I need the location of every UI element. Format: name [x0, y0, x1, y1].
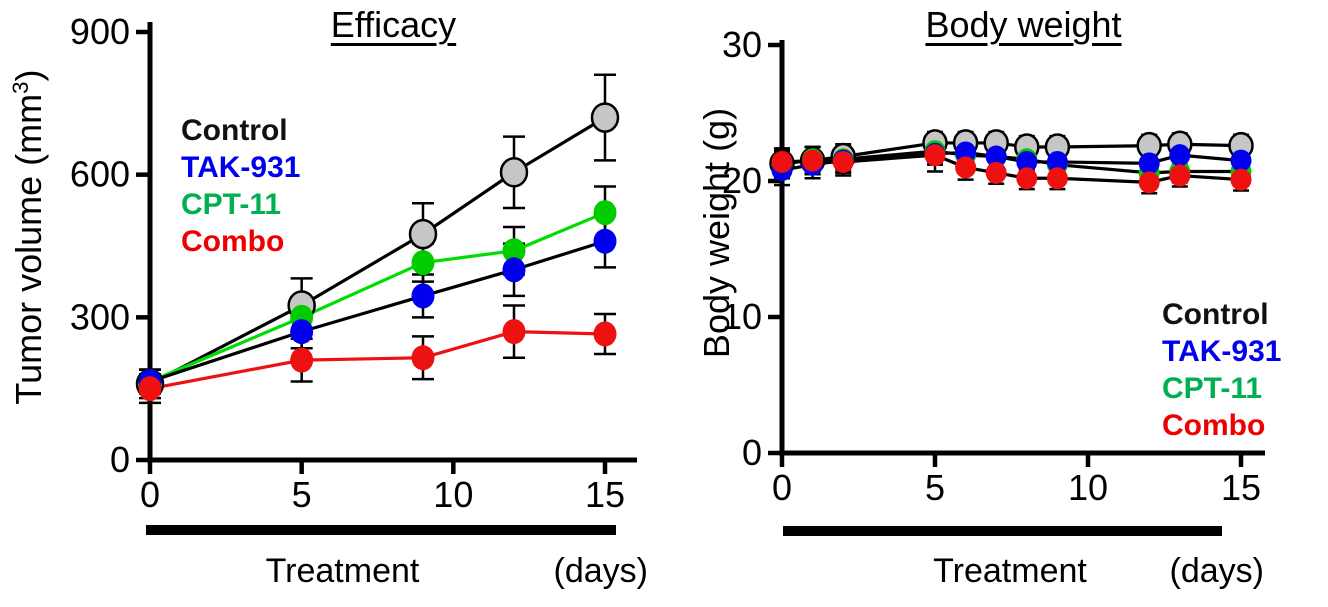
data-point-Combo-day12	[502, 319, 526, 345]
data-point-TAK-931-day12	[1138, 152, 1160, 175]
y-tick-label: 300	[70, 296, 130, 337]
data-point-TAK-931-day5	[290, 319, 314, 345]
data-point-Combo-day7	[985, 161, 1007, 184]
chart-title-efficacy-text: Efficacy	[330, 4, 457, 45]
data-point-CPT-11-day12	[502, 238, 526, 264]
x-axis-unit-days-left: (days)	[553, 552, 648, 590]
efficacy-chart: 0 300 600 900 0 5 10 15	[70, 11, 637, 515]
x-axis-label-treatment-right: Treatment	[933, 552, 1087, 590]
legend-efficacy: Control TAK-931 CPT-11 Combo	[181, 112, 300, 260]
y-axis-label-end: )	[8, 69, 49, 82]
x-tick-label: 15	[585, 474, 625, 515]
data-point-Combo-day1	[802, 149, 824, 172]
data-point-Combo-day5	[290, 347, 314, 373]
data-point-Control-day15	[590, 102, 620, 133]
chart-title-efficacy: Efficacy	[150, 4, 637, 45]
legend-item-combo: Combo	[1162, 409, 1266, 442]
data-point-Combo-day0	[771, 150, 793, 173]
x-tick-label: 10	[433, 474, 473, 515]
data-point-Combo-day12	[1138, 171, 1160, 194]
legend-item-control: Control	[181, 114, 288, 147]
y-tick-label: 20	[722, 160, 762, 201]
legend-item-control: Control	[1162, 298, 1269, 331]
data-point-TAK-931-day7	[985, 145, 1007, 168]
legend-body-weight: Control TAK-931 CPT-11 Combo	[1162, 296, 1281, 444]
data-point-TAK-931-day13	[1169, 144, 1191, 167]
data-point-Combo-day15	[593, 321, 617, 347]
treatment-bar-efficacy	[146, 525, 616, 535]
data-point-Combo-day9	[1046, 167, 1068, 190]
y-tick-label: 10	[722, 296, 762, 337]
body-weight-chart: 0 10 20 30 0 5 10 15	[722, 24, 1265, 508]
y-axis-label-end: (g)	[696, 107, 737, 162]
x-tick-label: 5	[925, 467, 945, 508]
data-point-Control-day9	[408, 218, 438, 250]
x-tick-label: 5	[292, 474, 312, 515]
data-point-Combo-day15	[1230, 168, 1252, 191]
data-point-Control-day12	[499, 157, 529, 188]
x-tick-label: 0	[140, 474, 160, 515]
treatment-bar-body-weight	[783, 526, 1222, 536]
legend-item-cpt11: CPT-11	[181, 188, 282, 221]
data-point-CPT-11-day15	[593, 200, 617, 226]
y-tick-label: 600	[70, 154, 130, 195]
data-point-TAK-931-day8	[1016, 150, 1038, 173]
data-point-TAK-931-day15	[1230, 149, 1252, 172]
data-point-CPT-11-day9	[411, 250, 435, 276]
x-tick-label: 0	[772, 467, 792, 508]
x-tick-label: 15	[1221, 467, 1261, 508]
data-point-TAK-931-day12	[502, 257, 526, 283]
y-axis-label-sup: 3	[8, 81, 33, 94]
y-tick-label: 0	[110, 439, 130, 480]
y-axis-label-body-weight: Body weight (g)	[696, 38, 738, 428]
data-point-Combo-day5	[924, 144, 946, 167]
data-point-Combo-day8	[1016, 167, 1038, 190]
data-point-Combo-day13	[1169, 164, 1191, 187]
chart-title-body-weight: Body weight	[782, 4, 1265, 45]
y-axis-label-main: Tumor volume (mm	[8, 93, 49, 405]
data-point-TAK-931-day15	[593, 228, 617, 254]
y-tick-label: 0	[742, 432, 762, 473]
legend-item-combo: Combo	[181, 225, 285, 258]
x-tick-label: 10	[1068, 467, 1108, 508]
x-axis-unit-days-right: (days)	[1169, 552, 1264, 590]
chart-title-body-weight-text: Body weight	[925, 4, 1122, 45]
data-point-Combo-day0	[138, 376, 162, 402]
legend-item-cpt11: CPT-11	[1162, 372, 1263, 405]
data-point-Combo-day9	[411, 345, 435, 371]
data-point-TAK-931-day9	[1046, 150, 1068, 173]
y-tick-label: 30	[722, 24, 762, 65]
legend-item-tak931: TAK-931	[181, 151, 301, 184]
data-point-TAK-931-day9	[411, 283, 435, 309]
legend-item-tak931: TAK-931	[1162, 335, 1282, 368]
x-axis-label-treatment-left: Treatment	[265, 552, 420, 590]
data-point-Combo-day2	[832, 150, 854, 173]
data-point-Combo-day6	[955, 156, 977, 179]
y-tick-label: 900	[70, 11, 130, 52]
y-axis-label-main: Body weight	[696, 161, 737, 359]
y-axis-label-tumor-volume: Tumor volume (mm3)	[8, 22, 50, 452]
